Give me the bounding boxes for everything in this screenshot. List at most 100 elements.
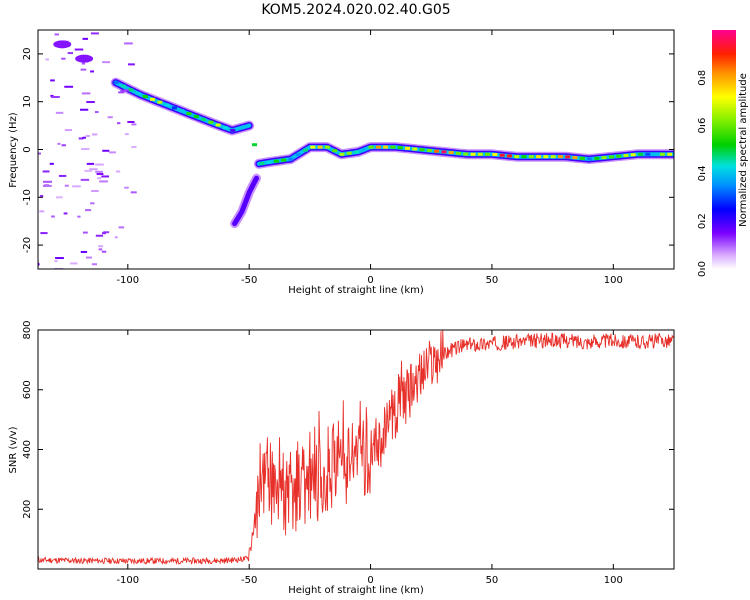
spectrogram-noise-cell xyxy=(89,168,98,171)
spectrogram-cell xyxy=(667,152,673,156)
spectrogram-cell xyxy=(477,152,483,156)
spectrogram-noise-cell xyxy=(45,58,49,61)
spectrogram-cell xyxy=(368,145,374,149)
spectrogram-cell xyxy=(346,151,352,155)
spectrogram-noise-cell xyxy=(80,68,87,71)
snr-y-tick-label: 800 xyxy=(22,320,33,339)
spectrogram-lower-branch xyxy=(232,175,259,227)
snr-series-line xyxy=(38,330,674,566)
spectrogram-cell xyxy=(273,159,279,163)
spectrogram-noise-cell xyxy=(96,172,104,175)
spectrogram-noise-cell xyxy=(55,111,64,114)
spectrogram-noise-cell xyxy=(97,177,102,180)
spectrogram-cell xyxy=(645,152,651,156)
spectrogram-cell xyxy=(601,156,607,160)
spectrogram-y-tick-label: 0 xyxy=(22,146,33,152)
spectrogram-noise-cell xyxy=(61,144,66,147)
spectrogram-noise-cell xyxy=(72,185,81,188)
spectrogram-cell xyxy=(412,147,418,151)
spectrogram-cell xyxy=(550,155,556,159)
spectrogram-cell xyxy=(383,145,389,149)
spectrogram-noise-cell xyxy=(86,162,95,165)
spectrogram-cell xyxy=(659,152,665,156)
spectrogram-x-tick-label: -100 xyxy=(116,275,139,286)
spectrogram-y-tick-label: -20 xyxy=(22,237,33,253)
spectrogram-marks xyxy=(38,32,674,269)
snr-y-tick-label: 600 xyxy=(22,380,33,399)
snr-x-tick-label: -50 xyxy=(241,575,257,586)
spectrogram-noise-cell xyxy=(90,70,95,73)
snr-x-tick-label: -100 xyxy=(116,575,139,586)
spectrogram-cell xyxy=(499,153,505,157)
snr-x-tick-label: 50 xyxy=(486,575,499,586)
snr-marks xyxy=(38,330,674,566)
spectrogram-noise-cell xyxy=(38,152,42,155)
spectrogram-noise-cell xyxy=(50,94,54,97)
spectrogram-cell xyxy=(230,128,236,132)
snr-x-tick-label: 100 xyxy=(604,575,623,586)
spectrogram-y-tick-label: 20 xyxy=(22,48,33,61)
spectrogram-noise-cell xyxy=(85,134,91,137)
spectrogram-noise-cell xyxy=(39,210,45,213)
spectrogram-x-tick-label: 50 xyxy=(486,275,499,286)
spectrogram-cell xyxy=(441,150,447,154)
spectrogram-cell xyxy=(455,151,461,155)
spectrogram-noise-cell xyxy=(101,175,110,178)
spectrogram-cell xyxy=(171,106,177,110)
spectrogram-noise-cell xyxy=(86,101,95,104)
spectrogram-noise-cell xyxy=(114,236,118,239)
colorbar: 0.0 0.2 0.4 0.6 0.8 Normalized spectral ampl… xyxy=(697,30,749,277)
spectrogram-cell xyxy=(354,150,359,154)
spectrogram-cell xyxy=(332,149,338,153)
colorbar-tick-label: 0.4 xyxy=(697,165,708,181)
spectrogram-cell xyxy=(434,149,440,153)
figure-title: KOM5.2024.020.02.40.G05 xyxy=(261,2,450,18)
spectrogram-noise-cell xyxy=(102,61,111,64)
spectrogram-noise-cell xyxy=(94,111,99,114)
spectrogram-noise-cell xyxy=(64,85,74,88)
spectrogram-noise-cell xyxy=(102,149,110,152)
spectrogram-noise-cell xyxy=(78,137,84,140)
colorbar-tick-label: 0.6 xyxy=(697,118,708,134)
spectrogram-cell xyxy=(310,145,316,149)
colorbar-tick-label: 0.8 xyxy=(697,70,708,86)
spectrogram-noise-cell xyxy=(120,89,129,92)
spectrogram-noise-cell xyxy=(56,196,63,199)
spectrogram-noise-cell xyxy=(118,226,125,229)
snr-panel: -100 -50 0 50 100 200 400 600 800 Height of stra… xyxy=(8,320,675,596)
spectrogram-x-tick-label: 100 xyxy=(604,275,623,286)
spectrogram-noise-cell xyxy=(74,48,84,51)
colorbar-gradient xyxy=(712,30,736,269)
spectrogram-noise-cell xyxy=(90,202,95,205)
spectrogram-cell xyxy=(463,152,469,156)
spectrogram-noise-cell xyxy=(118,91,125,94)
spectrogram-cell xyxy=(390,145,396,149)
spectrogram-cell xyxy=(164,103,170,107)
spectrogram-noise-cell xyxy=(57,142,61,145)
spectrogram-x-tick-label: 0 xyxy=(367,275,373,286)
spectrogram-cell xyxy=(426,148,432,152)
spectrogram-noise-cell xyxy=(55,257,64,260)
spectrogram-cell xyxy=(565,155,571,159)
spectrogram-cell xyxy=(208,120,214,124)
spectrogram-noise-blob xyxy=(53,40,72,49)
spectrogram-cell xyxy=(142,94,148,98)
spectrogram-noise-cell xyxy=(58,174,67,177)
spectrogram-cell xyxy=(215,123,221,127)
spectrogram-noise-cell xyxy=(61,57,66,60)
colorbar-label: Normalized spectral amplitude xyxy=(738,73,749,227)
spectrogram-noise-cell xyxy=(103,231,110,234)
spectrogram-noise-cell xyxy=(43,180,52,183)
spectrogram-noise-cell xyxy=(79,108,89,111)
spectrogram-noise-cell xyxy=(99,180,108,183)
spectrogram-noise-cell xyxy=(92,133,98,136)
spectrogram-noise-cell xyxy=(124,186,129,189)
colorbar-axis: 0.0 0.2 0.4 0.6 0.8 xyxy=(697,70,708,277)
spectrogram-noise-cell xyxy=(127,121,135,124)
spectrogram-noise-cell xyxy=(77,215,81,218)
spectrogram-noise-cell xyxy=(42,170,50,173)
spectrogram-noise-cell xyxy=(101,250,107,253)
spectrogram-cell xyxy=(521,155,527,159)
